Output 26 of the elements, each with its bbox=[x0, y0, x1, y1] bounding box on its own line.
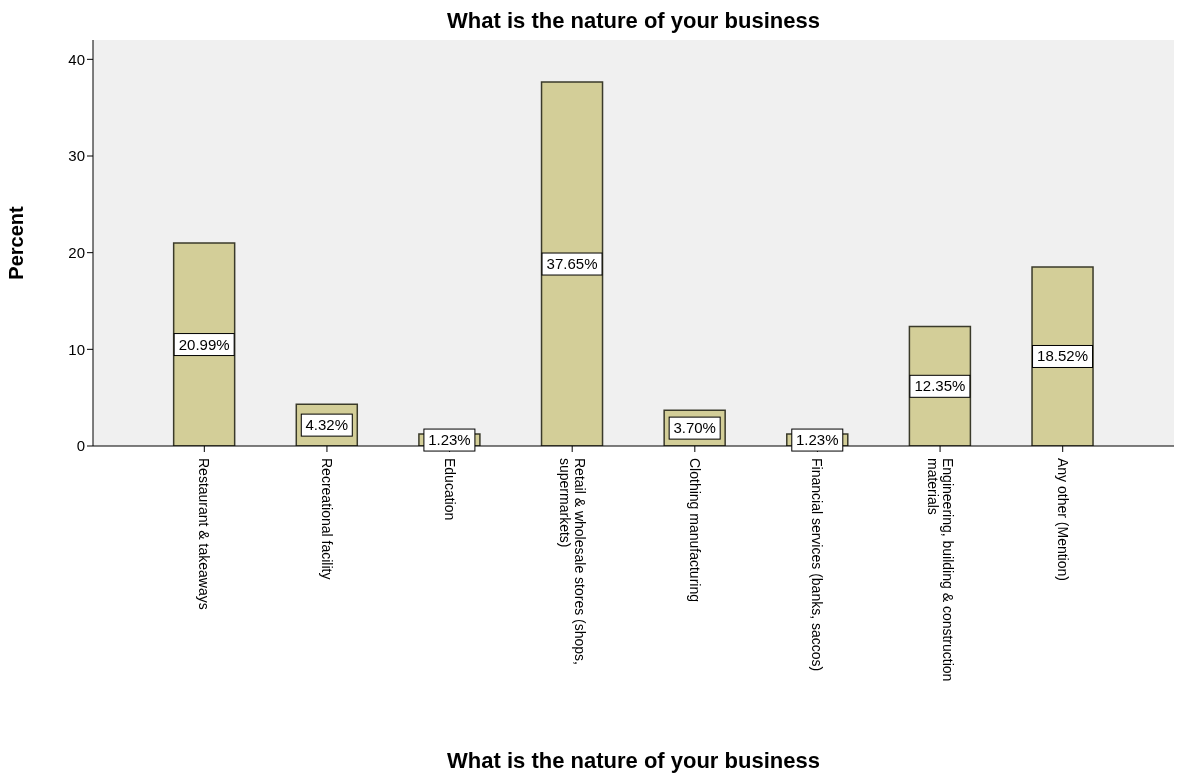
data-label: 12.35% bbox=[914, 377, 966, 395]
x-tick-label: Retail & wholesale stores (shops, supermarkets) bbox=[556, 458, 588, 665]
y-axis-title: Percent bbox=[5, 205, 28, 280]
data-label: 20.99% bbox=[178, 335, 230, 353]
data-label: 18.52% bbox=[1037, 347, 1088, 365]
data-label: 4.32% bbox=[305, 416, 349, 434]
x-tick-label: Clothing manufacturing bbox=[686, 458, 703, 602]
data-label: 3.70% bbox=[673, 419, 716, 437]
x-tick-label: Financial services (banks, saccos) bbox=[809, 458, 826, 672]
data-label: 37.65% bbox=[546, 255, 598, 273]
x-tick-label: Education bbox=[441, 458, 458, 521]
x-axis-title: What is the nature of your business bbox=[446, 748, 821, 774]
bar bbox=[172, 242, 236, 446]
y-tick-label: 0 bbox=[76, 437, 85, 455]
x-tick-label: Recreational facility bbox=[318, 458, 335, 580]
y-tick-label: 40 bbox=[68, 50, 85, 68]
bar bbox=[540, 81, 604, 446]
y-tick-label: 30 bbox=[68, 147, 85, 165]
y-tick-label: 10 bbox=[68, 340, 85, 358]
y-tick-label: 20 bbox=[68, 243, 85, 261]
x-tick-label: Restaurant & takeaways bbox=[196, 458, 213, 610]
data-label: 1.23% bbox=[796, 431, 839, 449]
x-tick-label: Engineering, building & construction materials bbox=[924, 458, 956, 682]
chart-title: What is the nature of your business bbox=[446, 8, 821, 34]
data-label: 1.23% bbox=[428, 431, 471, 449]
x-tick-label: Any other (Mention) bbox=[1054, 458, 1071, 581]
